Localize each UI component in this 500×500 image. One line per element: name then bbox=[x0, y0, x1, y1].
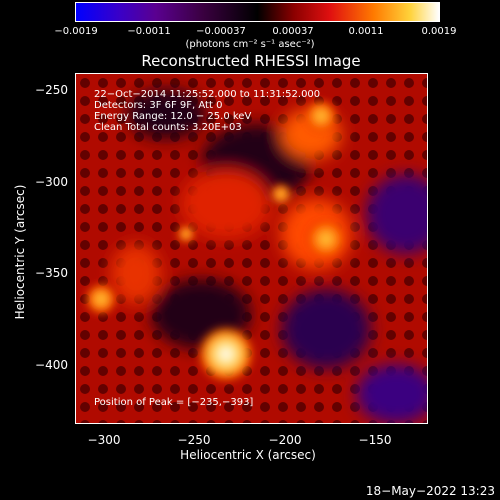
x-tick: −300 bbox=[87, 433, 121, 447]
colorbar-tick: 0.0019 bbox=[421, 26, 457, 37]
colorbar bbox=[75, 2, 440, 22]
y-tick: −350 bbox=[35, 266, 68, 280]
observation-time: 22−Oct−2014 11:25:52.000 to 11:31:52.000 bbox=[94, 89, 321, 100]
rhessi-image bbox=[75, 73, 428, 424]
colorbar-tick: −0.00037 bbox=[196, 26, 246, 37]
render-timestamp: 18−May−2022 13:23 bbox=[365, 484, 495, 498]
colorbar-tick: 0.00037 bbox=[272, 26, 314, 37]
y-tick: −300 bbox=[35, 175, 68, 189]
image-title: Reconstructed RHESSI Image bbox=[141, 52, 361, 70]
image-map bbox=[76, 74, 427, 423]
colorbar-tick: −0.0019 bbox=[54, 26, 98, 37]
x-tick: −150 bbox=[358, 433, 392, 447]
colorbar-tick: −0.0011 bbox=[127, 26, 171, 37]
x-axis-label: Heliocentric X (arcsec) bbox=[180, 448, 316, 462]
colorbar-units: (photons cm⁻² s⁻¹ asec⁻²) bbox=[185, 39, 315, 50]
x-tick: −200 bbox=[268, 433, 302, 447]
y-axis-label: Heliocentric Y (arcsec) bbox=[13, 184, 27, 320]
y-tick: −400 bbox=[35, 358, 68, 372]
colorbar-tick: 0.0011 bbox=[348, 26, 384, 37]
detectors-label: Detectors: 3F 6F 9F, Att 0 bbox=[94, 100, 223, 111]
y-tick: −250 bbox=[35, 83, 68, 97]
energy-range-label: Energy Range: 12.0 − 25.0 keV bbox=[94, 111, 252, 122]
peak-position-label: Position of Peak = [−235,−393] bbox=[94, 397, 254, 408]
clean-counts-label: Clean Total counts: 3.20E+03 bbox=[94, 122, 242, 133]
x-tick: −250 bbox=[177, 433, 211, 447]
